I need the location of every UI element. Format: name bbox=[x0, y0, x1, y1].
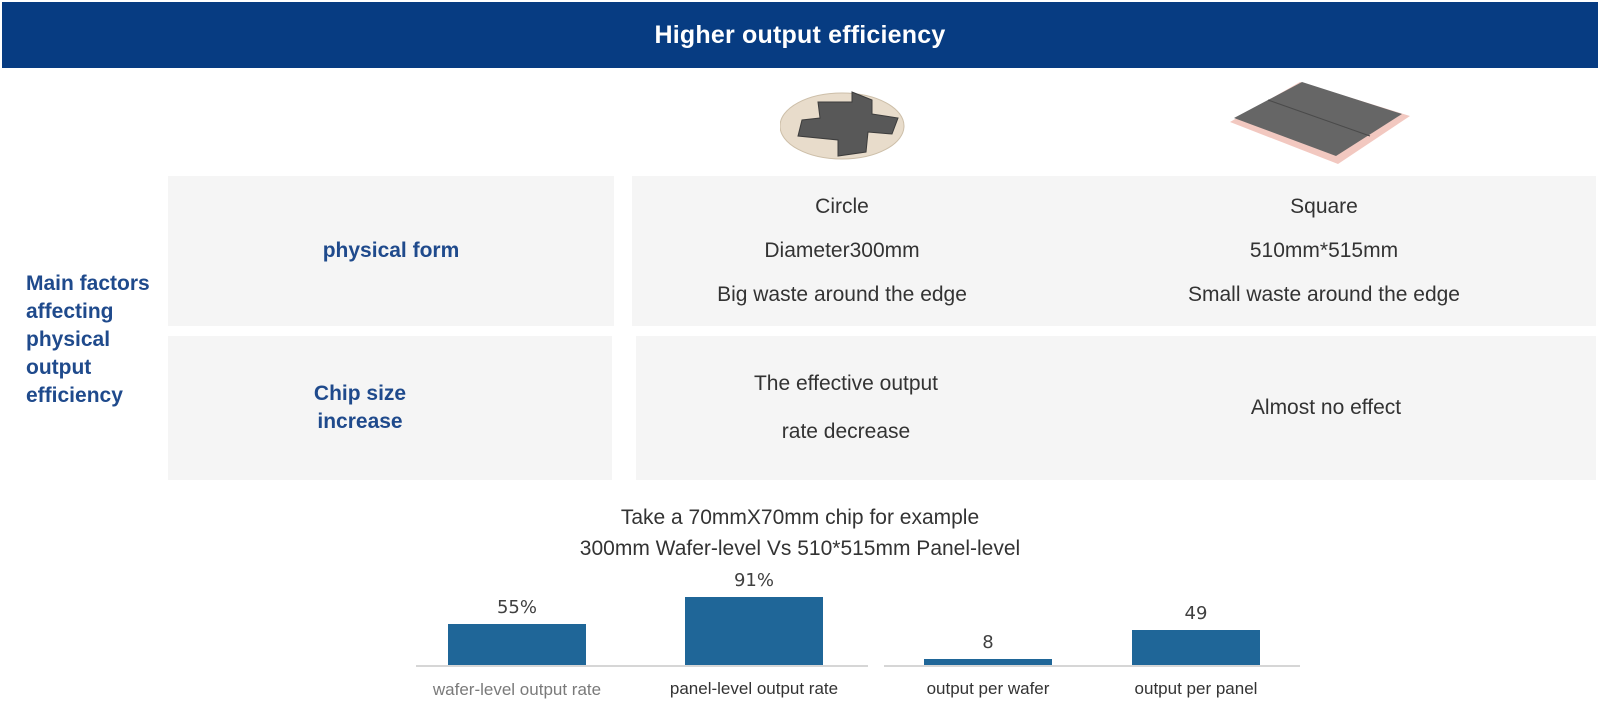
panel-waste: Small waste around the edge bbox=[1187, 283, 1460, 306]
chart-title-line2: 300mm Wafer-level Vs 510*515mm Panel-lev… bbox=[579, 537, 1021, 560]
row-label-chip-size: Chip size increase bbox=[313, 382, 407, 433]
wafer-size: Diameter300mm bbox=[764, 239, 920, 262]
value-label-output-per-wafer: 8 bbox=[982, 632, 994, 653]
value-label-output-per-panel: 49 bbox=[1184, 603, 1208, 624]
value-label-panel-output-rate: 91% bbox=[733, 570, 774, 591]
row-chip-size-label-cell: Chip size increase bbox=[168, 336, 612, 480]
bar-wafer-output-rate bbox=[448, 624, 586, 665]
row-physical-form-wafer-cell: Circle Diameter300mm Big waste around th… bbox=[632, 176, 1052, 326]
value-label-wafer-output-rate: 55% bbox=[496, 597, 537, 618]
row-label-physical-form: physical form bbox=[322, 239, 460, 262]
bar-panel-output-rate bbox=[685, 597, 823, 665]
panel-effect: Almost no effect bbox=[1250, 396, 1402, 419]
page-title: Higher output efficiency bbox=[654, 20, 946, 49]
row-physical-form-panel-cell: Square 510mm*515mm Small waste around th… bbox=[1052, 176, 1596, 326]
round-wafer-icon bbox=[780, 91, 905, 160]
chart2-baseline bbox=[884, 665, 1300, 667]
x-label-output-per-panel: output per panel bbox=[1134, 679, 1258, 698]
panel-size: 510mm*515mm bbox=[1249, 239, 1399, 262]
x-label-output-per-wafer: output per wafer bbox=[926, 679, 1050, 698]
side-label: Main factors affecting physical output e… bbox=[26, 272, 150, 407]
wafer-shape: Circle bbox=[815, 195, 869, 218]
row-physical-form-label-cell: physical form bbox=[168, 176, 614, 326]
wafer-waste: Big waste around the edge bbox=[717, 283, 967, 306]
x-label-panel-output-rate: panel-level output rate bbox=[669, 679, 839, 698]
wafer-effect-line1: The effective output bbox=[753, 372, 939, 395]
page-header: Higher output efficiency bbox=[2, 2, 1598, 68]
row-chip-size-wafer-cell: The effective output rate decrease bbox=[636, 336, 1056, 480]
bar-output-per-panel bbox=[1132, 630, 1260, 665]
panel-shape: Square bbox=[1290, 195, 1358, 218]
chart1-baseline bbox=[416, 665, 868, 667]
row-chip-size-panel-cell: Almost no effect bbox=[1056, 336, 1596, 480]
bar-output-per-wafer bbox=[924, 659, 1052, 665]
chart-title-line1: Take a 70mmX70mm chip for example bbox=[620, 506, 980, 529]
x-label-wafer-output-rate: wafer-level output rate bbox=[432, 680, 602, 699]
wafer-effect-line2: rate decrease bbox=[781, 420, 911, 443]
square-panel-icon bbox=[1230, 82, 1410, 164]
